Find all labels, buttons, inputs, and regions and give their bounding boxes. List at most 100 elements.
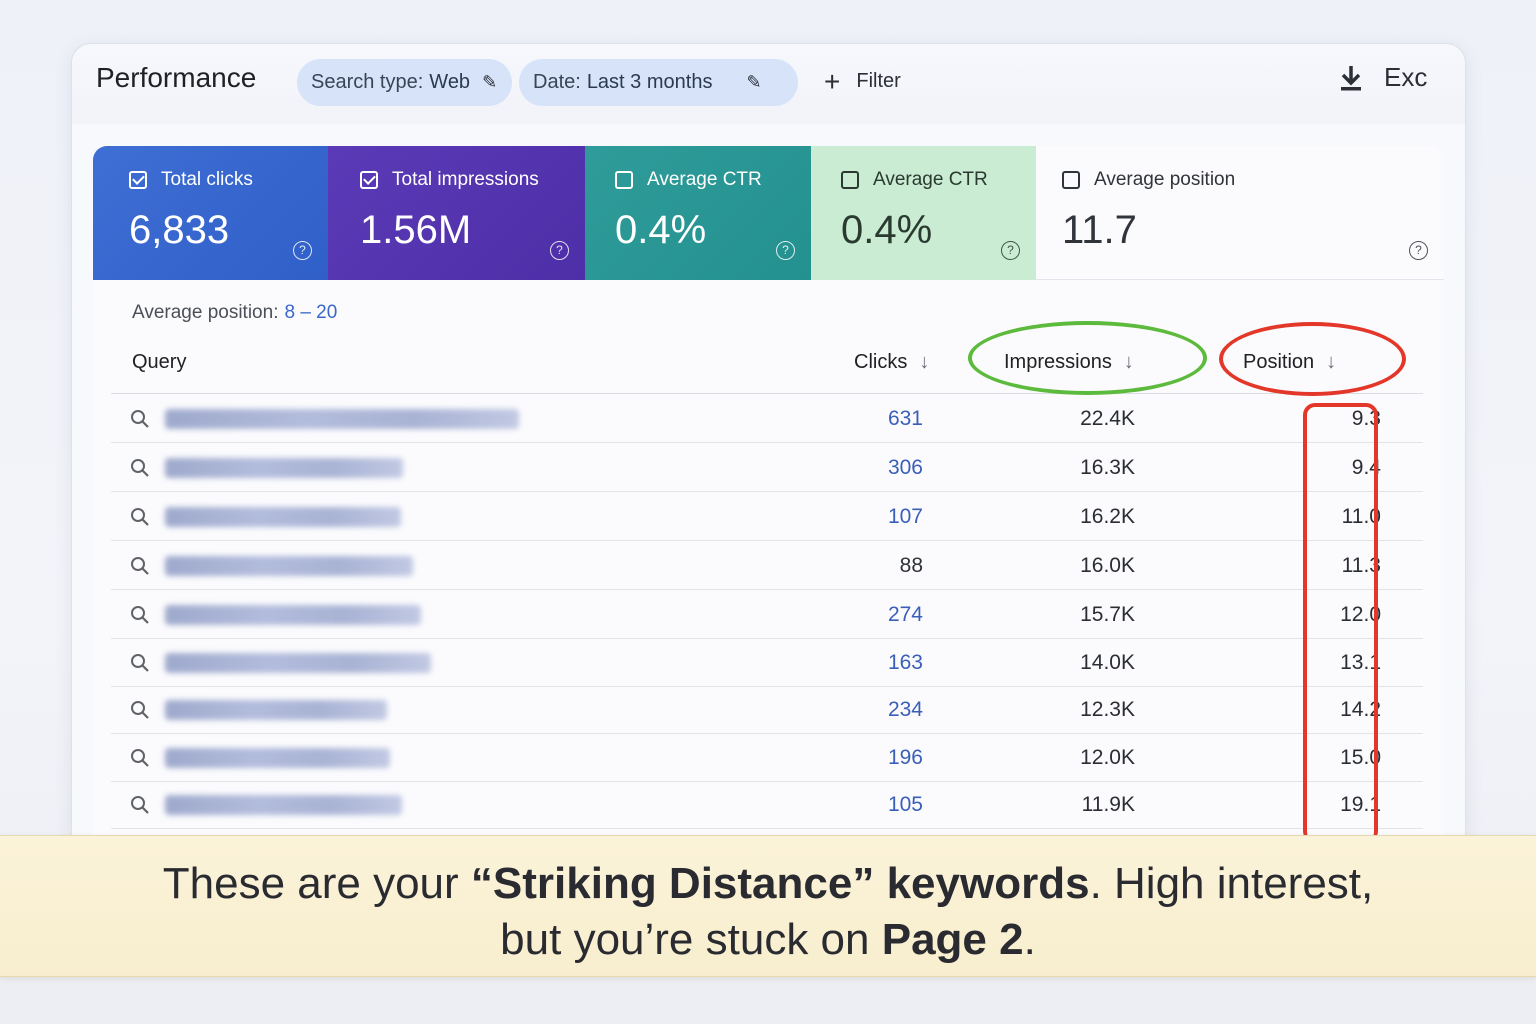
- metric-card-total-impressions[interactable]: Total impressions 1.56M ?: [328, 146, 585, 280]
- clicks-cell: 631: [887, 407, 923, 430]
- export-button[interactable]: Exc: [1340, 62, 1427, 93]
- position-cell: 11.0: [1341, 505, 1381, 528]
- impressions-cell: 16.3K: [1080, 456, 1135, 479]
- column-label: Query: [132, 351, 187, 373]
- metric-card-average-ctr[interactable]: Average CTR 0.4% ?: [585, 146, 811, 280]
- page-title: Performance: [96, 62, 257, 93]
- table-row[interactable]: 196 12.0K 15.0: [111, 733, 1423, 782]
- table-row[interactable]: 88 16.0K 11.3: [111, 541, 1423, 590]
- help-icon[interactable]: ?: [293, 241, 312, 260]
- clicks-cell: 196: [887, 746, 923, 769]
- position-cell: 13.1: [1340, 651, 1381, 674]
- metric-label: Average CTR: [873, 169, 988, 190]
- date-chip[interactable]: Date: Last 3 months ✎: [519, 59, 798, 106]
- impressions-cell: 15.7K: [1080, 603, 1135, 626]
- caption-bold: Page 2: [881, 915, 1024, 964]
- redacted-query-text: [165, 605, 421, 625]
- impressions-cell: 12.3K: [1080, 698, 1135, 721]
- position-cell: 11.3: [1341, 554, 1381, 577]
- clicks-cell: 107: [887, 505, 923, 528]
- impressions-cell: 12.0K: [1080, 746, 1135, 769]
- toolbar: Performance Search type: Web ✎ Date: Las…: [72, 44, 1465, 124]
- checkbox-checked-icon[interactable]: [360, 171, 378, 189]
- checkbox-icon[interactable]: [615, 171, 633, 189]
- caption-banner: These are your “Striking Distance” keywo…: [0, 835, 1536, 977]
- edit-pencil-icon: ✎: [746, 72, 762, 92]
- caption-text: . High interest,: [1089, 859, 1374, 908]
- metric-value: 11.7: [1062, 208, 1137, 252]
- search-type-chip[interactable]: Search type: Web ✎: [297, 59, 512, 106]
- table-row[interactable]: 105 11.9K 19.1: [111, 780, 1423, 829]
- search-icon: [131, 606, 149, 624]
- impressions-cell: 16.0K: [1080, 554, 1135, 577]
- search-icon: [131, 701, 149, 719]
- filter-label: Average position:: [132, 302, 279, 323]
- table-row[interactable]: 306 16.3K 9.4: [111, 443, 1423, 492]
- table-row[interactable]: 107 16.2K 11.0: [111, 492, 1423, 541]
- search-type-value: Web: [429, 71, 471, 93]
- clicks-cell: 88: [899, 554, 923, 577]
- export-label: Exc: [1384, 62, 1428, 92]
- search-icon: [131, 557, 149, 575]
- clicks-cell: 306: [887, 456, 923, 479]
- help-icon[interactable]: ?: [776, 241, 795, 260]
- redacted-query-text: [165, 795, 402, 815]
- clicks-cell: 105: [887, 793, 923, 816]
- metric-value: 0.4%: [841, 208, 933, 252]
- redacted-query-text: [165, 653, 431, 673]
- search-type-label: Search type:: [311, 71, 424, 93]
- active-filter-chip[interactable]: Average position: 8 – 20: [132, 302, 337, 324]
- metric-cards: Total clicks 6,833 ? Total impressions 1…: [93, 146, 1444, 280]
- metric-value: 6,833: [129, 208, 230, 252]
- redacted-query-text: [165, 556, 413, 576]
- search-icon: [131, 459, 149, 477]
- impressions-cell: 16.2K: [1080, 505, 1135, 528]
- metric-label: Total impressions: [392, 169, 539, 190]
- position-cell: 9.4: [1351, 456, 1381, 479]
- metric-value: 1.56M: [360, 208, 472, 252]
- caption-text: but you’re stuck on: [500, 915, 882, 964]
- metric-label: Total clicks: [161, 169, 253, 190]
- add-filter-button[interactable]: + Filter: [824, 65, 901, 97]
- checkbox-icon[interactable]: [841, 171, 859, 189]
- query-table: Average position: 8 – 20 Query Clicks ↓ Im…: [93, 280, 1444, 944]
- performance-panel: Performance Search type: Web ✎ Date: Las…: [71, 43, 1466, 944]
- column-header-clicks[interactable]: Clicks ↓: [854, 351, 929, 374]
- help-icon[interactable]: ?: [1409, 241, 1428, 260]
- impressions-cell: 14.0K: [1080, 651, 1135, 674]
- caption-bold: “Striking Distance” keywords: [470, 859, 1090, 908]
- filter-value: 8 – 20: [284, 302, 338, 323]
- search-icon: [131, 796, 149, 814]
- table-row[interactable]: 631 22.4K 9.3: [111, 394, 1423, 443]
- position-cell: 15.0: [1340, 746, 1381, 769]
- checkbox-checked-icon[interactable]: [129, 171, 147, 189]
- metric-card-total-clicks[interactable]: Total clicks 6,833 ?: [93, 146, 328, 280]
- filter-label: Filter: [856, 70, 901, 92]
- date-label: Date:: [533, 71, 581, 93]
- checkbox-icon[interactable]: [1062, 171, 1080, 189]
- redacted-query-text: [165, 409, 519, 429]
- table-row[interactable]: 234 12.3K 14.2: [111, 685, 1423, 734]
- metric-card-average-position[interactable]: Average position 11.7 ?: [1036, 146, 1444, 280]
- position-column-highlight-box: [1303, 403, 1378, 843]
- clicks-cell: 274: [887, 603, 923, 626]
- plus-icon: +: [824, 65, 841, 97]
- help-icon[interactable]: ?: [1001, 241, 1020, 260]
- search-icon: [131, 654, 149, 672]
- search-icon: [131, 749, 149, 767]
- column-header-query[interactable]: Query: [132, 351, 186, 374]
- table-row[interactable]: 274 15.7K 12.0: [111, 590, 1423, 639]
- table-row[interactable]: 163 14.0K 13.1: [111, 638, 1423, 687]
- position-cell: 12.0: [1340, 603, 1381, 626]
- impressions-cell: 22.4K: [1080, 407, 1135, 430]
- metric-card-average-ctr-2[interactable]: Average CTR 0.4% ?: [811, 146, 1036, 280]
- caption-text: .: [1023, 915, 1036, 964]
- clicks-cell: 234: [887, 698, 923, 721]
- caption-text: These are your: [162, 859, 471, 908]
- position-cell: 14.2: [1340, 698, 1381, 721]
- search-icon: [131, 508, 149, 526]
- metric-label: Average position: [1094, 169, 1236, 190]
- metric-label: Average CTR: [647, 169, 762, 190]
- sort-down-icon: ↓: [919, 351, 930, 373]
- help-icon[interactable]: ?: [550, 241, 569, 260]
